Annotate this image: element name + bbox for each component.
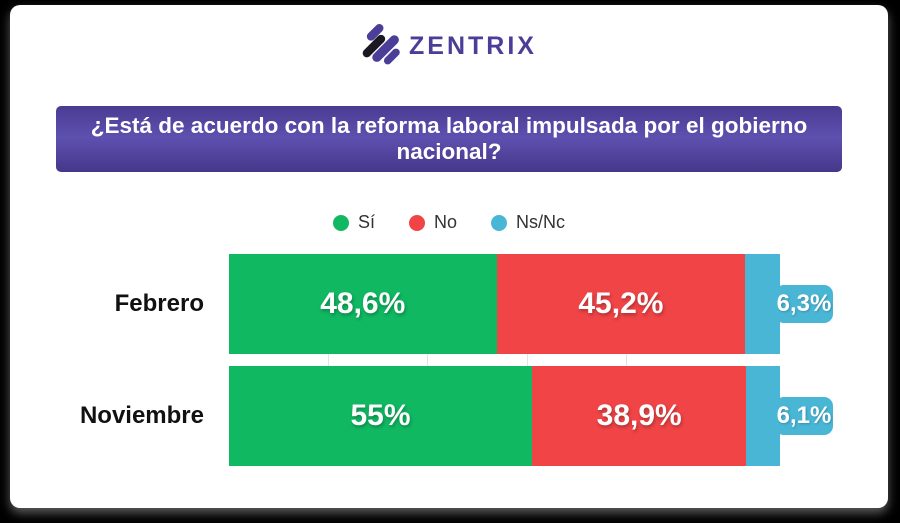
legend-label: Ns/Nc — [516, 212, 566, 232]
legend-dot-icon — [332, 214, 349, 231]
question-banner: ¿Está de acuerdo con la reforma laboral … — [56, 106, 842, 172]
bar-row-noviembre: Noviembre 55% 38,9% 6,1% — [10, 366, 888, 466]
row-gap-gridlines — [229, 354, 780, 366]
bar-segment-no: 38,9% — [532, 366, 747, 466]
legend-label: No — [434, 212, 458, 232]
category-label: Noviembre — [79, 402, 204, 429]
chart-legend: Sí No Ns/Nc — [10, 212, 888, 233]
legend-item-no: No — [409, 212, 457, 233]
segment-value-label: 38,9% — [596, 399, 682, 432]
segment-value-label: 55% — [350, 399, 411, 432]
brand-logo: ZENTRIX — [10, 5, 888, 70]
bar-row-febrero: Febrero 48,6% 45,2% 6,3% — [10, 254, 888, 354]
bar-track: 55% 38,9% 6,1% — [229, 366, 833, 466]
legend-dot-icon — [491, 214, 508, 231]
legend-item-nsnc: Ns/Nc — [491, 212, 565, 233]
stacked-bar-chart: Febrero 48,6% 45,2% 6,3% Noviembre 55% 38,9% 6,… — [10, 254, 888, 466]
legend-item-s: Sí — [332, 212, 375, 233]
gridline-tick — [526, 354, 528, 366]
gridline-tick — [625, 354, 627, 366]
segment-value-label: 48,6% — [320, 287, 406, 320]
bar-segment-s: 48,6% — [229, 254, 497, 354]
bar-segment-s: 55% — [229, 366, 533, 466]
bar-segment-no: 45,2% — [496, 254, 746, 354]
gridline-tick — [328, 354, 330, 366]
category-label: Febrero — [114, 290, 204, 317]
zentrix-logo-icon — [361, 23, 401, 70]
legend-label: Sí — [357, 212, 375, 232]
bar-segment-nsnc — [745, 254, 780, 354]
brand-name: ZENTRIX — [409, 32, 537, 60]
gridline-tick — [427, 354, 429, 366]
infographic-card: ZENTRIX ¿Está de acuerdo con la reforma … — [10, 5, 888, 508]
segment-value-label: 45,2% — [578, 287, 664, 320]
legend-dot-icon — [409, 214, 425, 231]
bar-segment-nsnc — [746, 366, 780, 466]
question-text: ¿Está de acuerdo con la reforma laboral … — [90, 113, 808, 164]
nsnc-value-badge: 6,1% — [775, 397, 833, 435]
bar-track: 48,6% 45,2% 6,3% — [229, 254, 833, 354]
nsnc-value-badge: 6,3% — [775, 285, 833, 323]
